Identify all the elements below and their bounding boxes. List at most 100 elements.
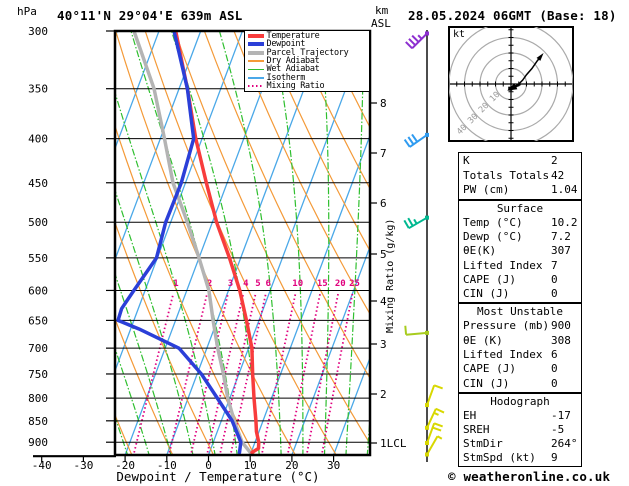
x-axis-title: Dewpoint / Temperature (°C) (116, 469, 320, 484)
stats-row: CAPE (J) 0 (463, 362, 581, 376)
mixing-ratio-swatch-icon (247, 85, 264, 88)
stats-row-label: Pressure (mb) (463, 319, 550, 333)
stats-row-label: CIN (J) (463, 286, 510, 300)
stats-row-label: EH (463, 409, 477, 422)
wind-barb-column (403, 30, 445, 462)
pressure-tick-label: 850 (28, 415, 48, 428)
altitude-axis-unit-asl: ASL (371, 17, 391, 30)
km-tick-label: 7 (380, 147, 387, 160)
x-tick-label: 10 (244, 459, 257, 472)
pressure-tick-label: 400 (28, 133, 48, 146)
dewpoint-swatch-icon (247, 42, 264, 47)
wind-barb (404, 325, 429, 336)
legend-item-label: Temperature (266, 30, 320, 41)
stats-row-label: Lifted Index (463, 347, 543, 361)
stats-section-indices: K 2 Totals Totals 42 PW (cm) 1.04 (458, 152, 582, 200)
x-tick-label: 30 (327, 459, 340, 472)
pressure-tick-label: 900 (28, 436, 48, 449)
stats-row-value: -17 (551, 409, 571, 422)
stats-row-value: 2 (551, 154, 558, 167)
hodograph-unit-label: kt (453, 29, 466, 40)
wet-adiabat-swatch-icon (247, 68, 264, 71)
legend-item-label: Parcel Trajectory (266, 47, 349, 58)
stats-row: Temp (°C) 10.2 (463, 216, 581, 230)
wind-barb (425, 422, 443, 446)
legend-item: Dewpoint (247, 39, 370, 50)
wind-barb (405, 31, 429, 50)
legend-item-label: Dewpoint (266, 39, 306, 50)
stats-row-value: 7.2 (551, 230, 571, 244)
stats-row-label: Totals Totals (463, 168, 550, 182)
stats-row: Totals Totals 42 (463, 169, 581, 184)
stats-row-value: 7 (551, 258, 558, 272)
pressure-tick-label: 550 (28, 252, 48, 265)
stats-row-label: Temp (°C) (463, 216, 523, 230)
x-tick-label: -40 (32, 459, 52, 472)
copyright-footer: © weatheronline.co.uk (448, 469, 611, 484)
legend-item-label: Wet Adiabat (266, 64, 320, 75)
x-axis: -40 -30 -20 -10 0 10 20 30 (32, 455, 340, 472)
stats-row-value: 10.2 (551, 216, 578, 230)
stats-row: CIN (J) 0 (463, 287, 581, 301)
stats-row: θE (K) 308 (463, 334, 581, 348)
x-tick-label: -20 (115, 459, 135, 472)
x-tick-label: -30 (73, 459, 93, 472)
pressure-tick-label: 500 (28, 216, 48, 229)
stats-row-value: 0 (551, 362, 558, 376)
legend-item: Isotherm (247, 74, 370, 82)
stats-row-label: K (463, 154, 470, 167)
stats-row: CIN (J) 0 (463, 377, 581, 391)
stats-row-label: CIN (J) (463, 376, 510, 390)
x-tick-label: -10 (157, 459, 177, 472)
mixing-ratio-label: 2 (207, 279, 212, 289)
temperature-swatch-icon (247, 33, 264, 38)
stats-row-label: CAPE (J) (463, 362, 516, 376)
wind-barb (425, 384, 443, 408)
station-title: 40°11'N 29°04'E 639m ASL (57, 8, 243, 23)
stats-row: Pressure (mb) 900 (463, 319, 581, 333)
x-tick-label: 20 (285, 459, 298, 472)
km-tick-label: 5 (380, 248, 387, 261)
pressure-axis: 300 350 400 450 500 550 600 650 700 750 800 850 900 (28, 25, 115, 449)
km-tick-label: 4 (380, 295, 387, 308)
stats-row: Dewp (°C) 7.2 (463, 230, 581, 244)
sounding-curves (116, 31, 261, 455)
storm-motion-arrowhead (507, 83, 518, 91)
series-dewpoint (116, 31, 243, 455)
mixing-ratio-label: 6 (265, 279, 270, 289)
mixing-ratio-label: 3 (228, 279, 233, 289)
stats-row-label: CAPE (J) (463, 272, 516, 286)
stats-row-value: 264° (551, 437, 578, 450)
stats-row-value: -5 (551, 423, 565, 436)
stats-section-title: Most Unstable (476, 305, 564, 318)
legend-item: Mixing Ratio (247, 81, 370, 92)
series-parcel-trajectory (132, 31, 253, 455)
legend-item: Parcel Trajectory (247, 47, 370, 58)
hodograph-trace-arrowhead (536, 52, 544, 61)
stats-row-value: 42 (551, 168, 565, 182)
x-tick-label: 0 (205, 459, 212, 472)
plot-frame (113, 29, 372, 457)
stats-row-value: 900 (551, 319, 571, 333)
stats-row: Lifted Index 6 (463, 348, 581, 362)
mixing-ratio-label: 5 (255, 279, 260, 289)
wind-barb (403, 132, 429, 148)
pressure-tick-label: 700 (28, 342, 48, 355)
stats-row-value: 0 (551, 272, 558, 286)
pressure-tick-label: 350 (28, 83, 48, 96)
km-tick-label: 1LCL (380, 437, 407, 450)
legend-item-label: Mixing Ratio (266, 81, 325, 92)
stats-row-label: Lifted Index (463, 258, 543, 272)
stats-row-label: θE(K) (463, 244, 497, 258)
mixing-ratio-label: 15 (317, 279, 328, 289)
stats-section-most-unstable: Most Unstable Pressure (mb) 900 θE (K) 308 Li… (458, 303, 582, 393)
altitude-axis: 8 7 6 5 4 3 2 1LCL (370, 97, 407, 450)
legend-item: Wet Adiabat (247, 64, 370, 75)
isotherms (115, 31, 370, 455)
km-tick-label: 3 (380, 338, 387, 351)
pressure-tick-label: 750 (28, 368, 48, 381)
stats-row-label: θE (K) (463, 333, 503, 347)
